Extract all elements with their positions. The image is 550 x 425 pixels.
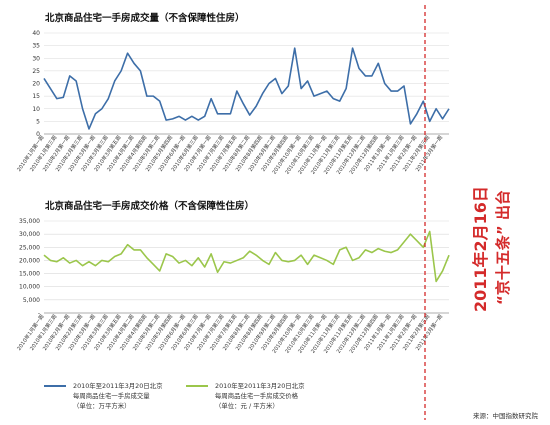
y-tick-label: 0 [36, 131, 40, 138]
chart-volume: 北京商品住宅一手房成交量（不含保障性住房）0510152025303540201… [15, 12, 450, 176]
y-tick-label: 20 [32, 81, 40, 88]
y-tick-label: 35 [32, 43, 40, 50]
y-tick-label: 15 [32, 93, 40, 100]
y-tick-label: - [38, 310, 40, 317]
y-tick-label: 25 [32, 68, 40, 75]
annotation-overlay: 2010年至2011年3月20日北京每周商品住宅一手房成交量（单位：万平方米）2… [44, 5, 539, 420]
legend-label-price-3: （单位：元 / 平方米） [215, 401, 279, 410]
y-tick-label: 5 [36, 118, 40, 125]
annotation-policy: “京十五条” 出台 [494, 190, 512, 305]
chart-price: 北京商品住宅一手房成交价格（不含保障性住房） - 5,000 10,000 15,000… [15, 200, 450, 355]
y-tick-label: 30,000 [19, 231, 40, 238]
source-note: 来源：中国指数研究院 [473, 411, 539, 420]
y-tick-label: 5,000 [23, 297, 40, 304]
annotation-date: 2011年2月16日 [471, 186, 490, 312]
y-tick-label: 40 [32, 30, 40, 37]
legend-label-price-2: 每周商品住宅一手房成交价格 [215, 391, 299, 400]
series-line [43, 47, 450, 130]
legend-label-volume-3: （单位：万平方米） [73, 401, 131, 410]
legend-label-volume-2: 每周商品住宅一手房成交量 [73, 391, 150, 400]
y-tick-label: 15,000 [19, 271, 40, 278]
chart-title: 北京商品住宅一手房成交量（不含保障性住房） [45, 12, 245, 24]
series-line [43, 230, 450, 283]
y-tick-label: 30 [32, 55, 40, 62]
y-tick-label: 20,000 [19, 257, 40, 264]
legend-label-volume-1: 2010年至2011年3月20日北京 [73, 381, 162, 390]
y-tick-label: 25,000 [19, 244, 40, 251]
y-tick-label: 35,000 [19, 218, 40, 225]
legend-label-price-1: 2010年至2011年3月20日北京 [215, 381, 304, 390]
chart-title: 北京商品住宅一手房成交价格（不含保障性住房） [45, 200, 254, 212]
y-tick-label: 10,000 [19, 284, 40, 291]
y-tick-label: 10 [32, 106, 40, 113]
